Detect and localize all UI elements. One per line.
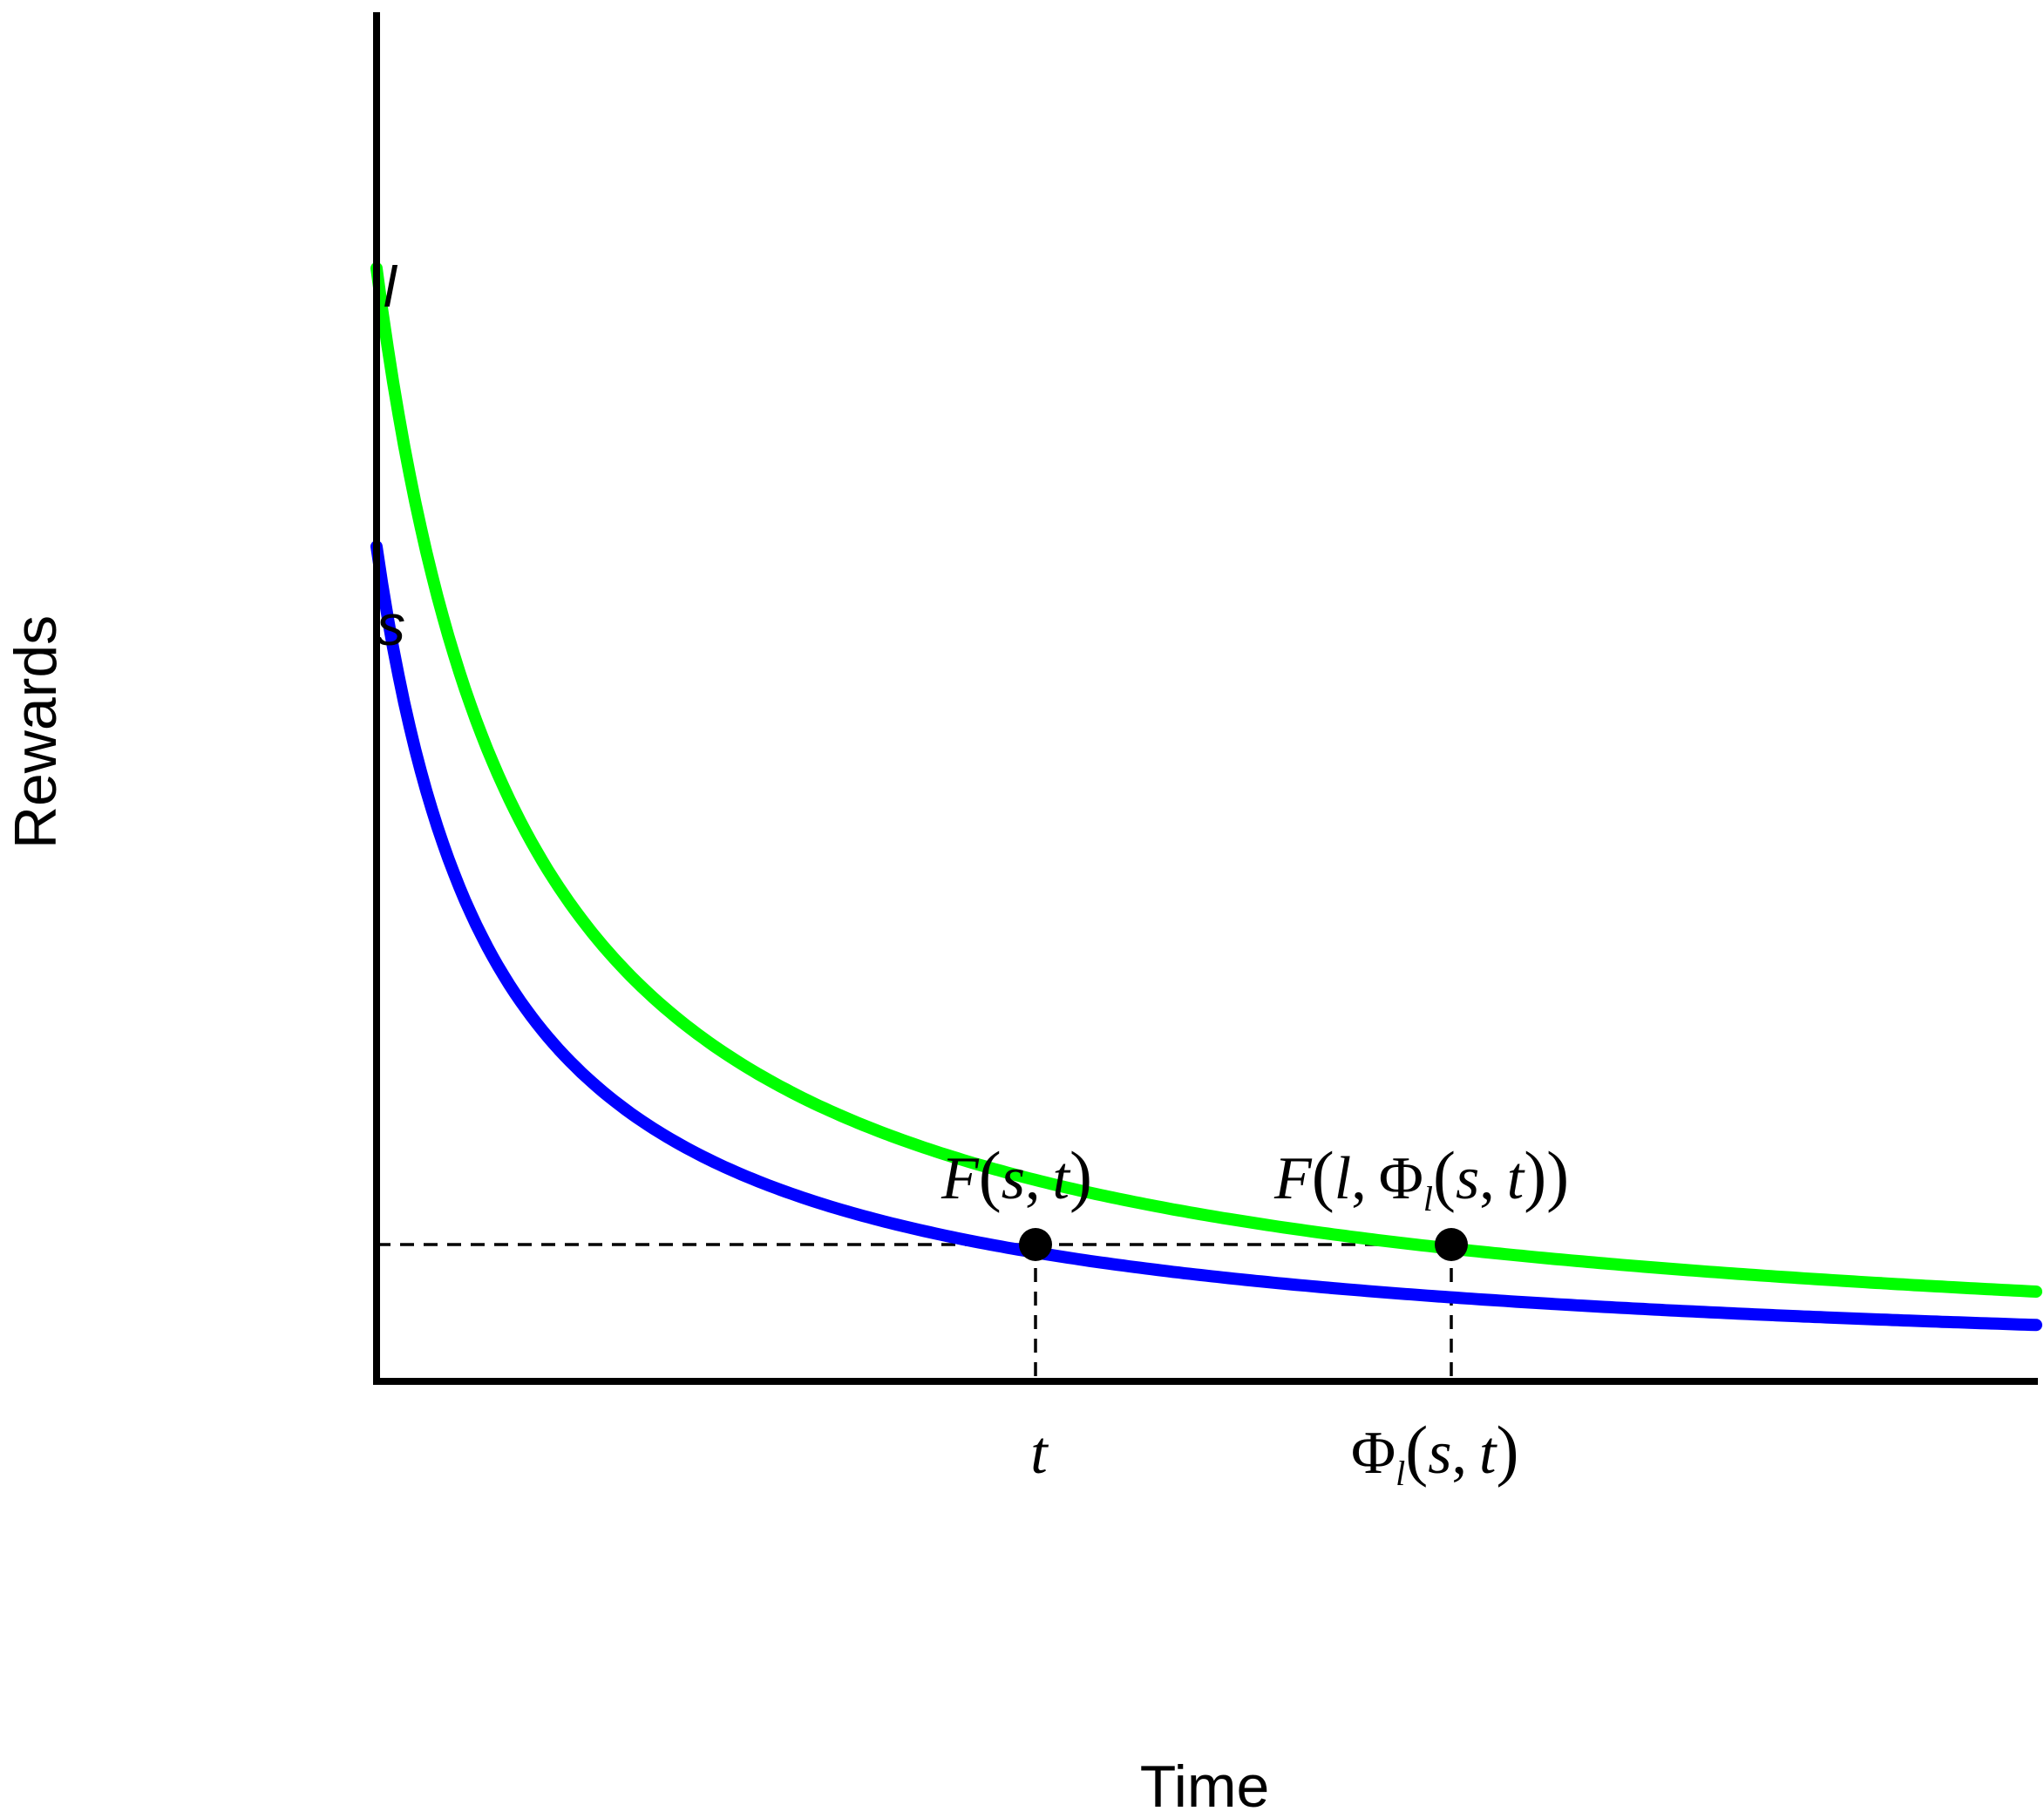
marker-1-comma: ,	[1025, 1145, 1041, 1212]
marker-label-F-s-t: F(s, t)	[941, 1137, 1092, 1213]
marker-F-l-phi	[1435, 1228, 1468, 1261]
y-axis-title: Rewards	[3, 615, 69, 849]
marker-1-close: )	[1070, 1137, 1092, 1213]
tick-label-phi: Φl(s, t)	[1351, 1412, 1518, 1493]
tick-phi-close: )	[1496, 1412, 1518, 1488]
marker-2-comma: ,	[1351, 1145, 1367, 1212]
marker-2-F: F	[1273, 1145, 1313, 1212]
marker-2-open: (	[1312, 1137, 1334, 1213]
marker-2-arg2: s	[1456, 1145, 1479, 1212]
curve-s	[370, 540, 2042, 1332]
tick-phi-comma: ,	[1452, 1420, 1468, 1487]
tick-phi-arg1: s	[1428, 1420, 1451, 1487]
tick-phi-sub: l	[1395, 1454, 1405, 1493]
tick-phi-open: (	[1405, 1412, 1428, 1488]
marker-2-phi-sub: l	[1423, 1179, 1433, 1218]
tick-phi: Φ	[1351, 1420, 1395, 1487]
marker-1-F: F	[941, 1145, 980, 1212]
label-s: s	[377, 593, 405, 657]
tick-phi-arg2: t	[1479, 1420, 1497, 1487]
marker-2-close2: ))	[1524, 1137, 1569, 1213]
marker-label-F-l-phi: F(l, Φl(s, t))	[1273, 1137, 1569, 1218]
marker-2-arg1: l	[1334, 1145, 1351, 1212]
marker-1-open: (	[979, 1137, 1002, 1213]
marker-F-s-t	[1019, 1228, 1052, 1261]
marker-2-open2: (	[1433, 1137, 1456, 1213]
curve-l	[370, 261, 2042, 1298]
label-l: l	[384, 254, 398, 319]
tick-label-t: t	[1030, 1420, 1049, 1487]
marker-2-phi: Φ	[1379, 1145, 1423, 1212]
marker-1-arg2: t	[1053, 1145, 1071, 1212]
marker-2-comma2: ,	[1479, 1145, 1495, 1212]
marker-1-arg1: s	[1002, 1145, 1025, 1212]
marker-2-arg3: t	[1507, 1145, 1525, 1212]
x-axis-title: Time	[1140, 1754, 1270, 1818]
